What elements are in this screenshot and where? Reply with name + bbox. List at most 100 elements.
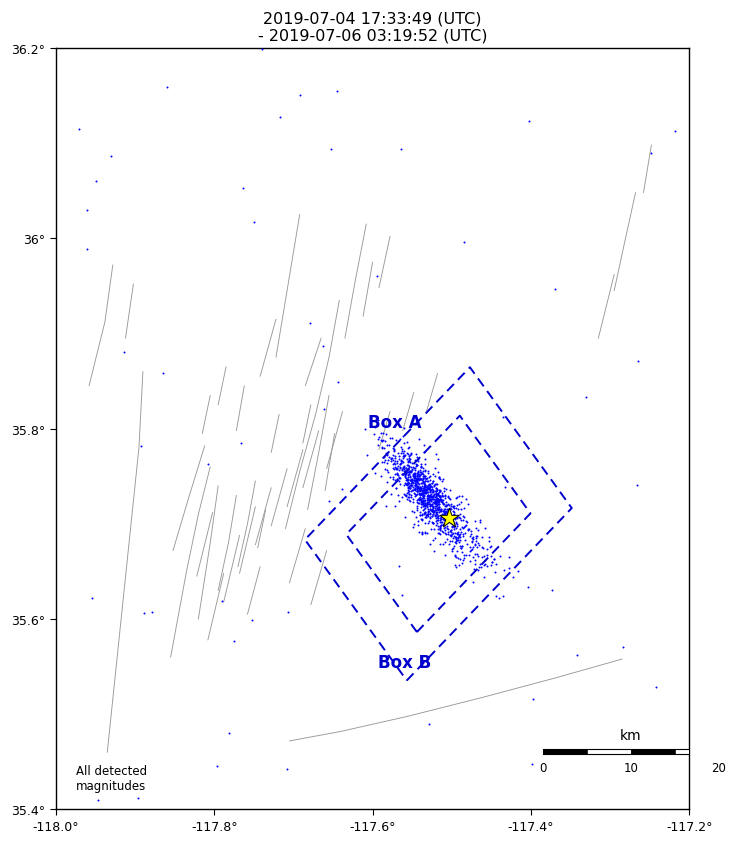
Point [415, 501, 427, 515]
Point [433, 527, 445, 540]
Point [399, 465, 410, 479]
Point [435, 505, 447, 518]
Point [412, 465, 424, 479]
Point [426, 504, 437, 517]
Point [435, 516, 446, 529]
Point [435, 492, 446, 506]
Point [485, 539, 497, 553]
Point [387, 462, 399, 475]
Point [415, 460, 427, 473]
Point [432, 452, 444, 466]
Point [435, 512, 447, 526]
Point [452, 502, 464, 516]
Point [422, 467, 434, 480]
Point [157, 367, 169, 381]
Point [407, 484, 419, 497]
Point [418, 486, 429, 500]
Point [413, 452, 424, 466]
Point [422, 489, 434, 502]
Point [294, 89, 306, 102]
Point [424, 485, 436, 499]
Point [429, 497, 440, 511]
Point [443, 510, 454, 523]
Point [446, 521, 457, 534]
Point [464, 555, 476, 568]
Point [429, 500, 441, 513]
Point [381, 449, 393, 463]
Point [413, 492, 425, 506]
Point [379, 451, 390, 464]
Point [399, 489, 411, 502]
Point [424, 482, 435, 495]
Point [448, 529, 460, 543]
Point [430, 487, 442, 500]
Point [426, 509, 438, 522]
Point [426, 490, 437, 504]
Point [378, 441, 390, 455]
Point [430, 482, 442, 495]
Point [402, 484, 414, 497]
Point [403, 464, 415, 478]
Point [490, 589, 501, 603]
Point [441, 508, 453, 522]
Point [523, 115, 535, 128]
Point [452, 532, 464, 545]
Point [410, 474, 421, 488]
Point [419, 479, 431, 492]
Point [459, 520, 470, 533]
Point [403, 441, 415, 455]
Point [447, 514, 459, 528]
Point [424, 483, 436, 496]
Point [421, 486, 432, 500]
Point [426, 482, 437, 495]
Point [405, 447, 417, 461]
Point [407, 468, 418, 482]
Point [479, 522, 491, 535]
Point [410, 502, 422, 516]
Point [387, 453, 399, 467]
Point [448, 518, 460, 532]
Point [438, 511, 450, 525]
Point [395, 461, 407, 474]
Point [404, 464, 415, 478]
Point [447, 542, 459, 555]
Point [451, 527, 463, 540]
Point [409, 479, 421, 493]
Point [433, 500, 445, 514]
Point [404, 449, 416, 463]
Point [438, 482, 450, 495]
Point [411, 481, 423, 495]
Point [408, 471, 420, 484]
Point [434, 484, 446, 498]
Point [385, 455, 397, 468]
Point [430, 509, 442, 522]
Point [396, 463, 408, 477]
Point [418, 476, 429, 490]
Text: 0: 0 [539, 761, 547, 774]
Point [437, 538, 448, 551]
Point [415, 483, 426, 496]
Point [426, 497, 437, 511]
Point [456, 495, 468, 509]
Point [415, 480, 426, 494]
Point [428, 523, 440, 537]
Point [435, 490, 446, 503]
Point [92, 793, 104, 807]
Point [420, 484, 432, 497]
Point [426, 523, 437, 537]
Point [413, 455, 424, 468]
Point [410, 469, 421, 483]
Point [478, 559, 490, 572]
Point [469, 514, 481, 528]
Point [445, 484, 457, 497]
Point [444, 501, 456, 515]
Point [435, 515, 446, 528]
Point [399, 448, 410, 462]
Point [470, 534, 482, 548]
Point [421, 507, 433, 521]
Point [425, 490, 437, 504]
Point [248, 216, 260, 230]
Point [452, 528, 464, 541]
Point [426, 510, 437, 523]
Point [434, 522, 446, 535]
